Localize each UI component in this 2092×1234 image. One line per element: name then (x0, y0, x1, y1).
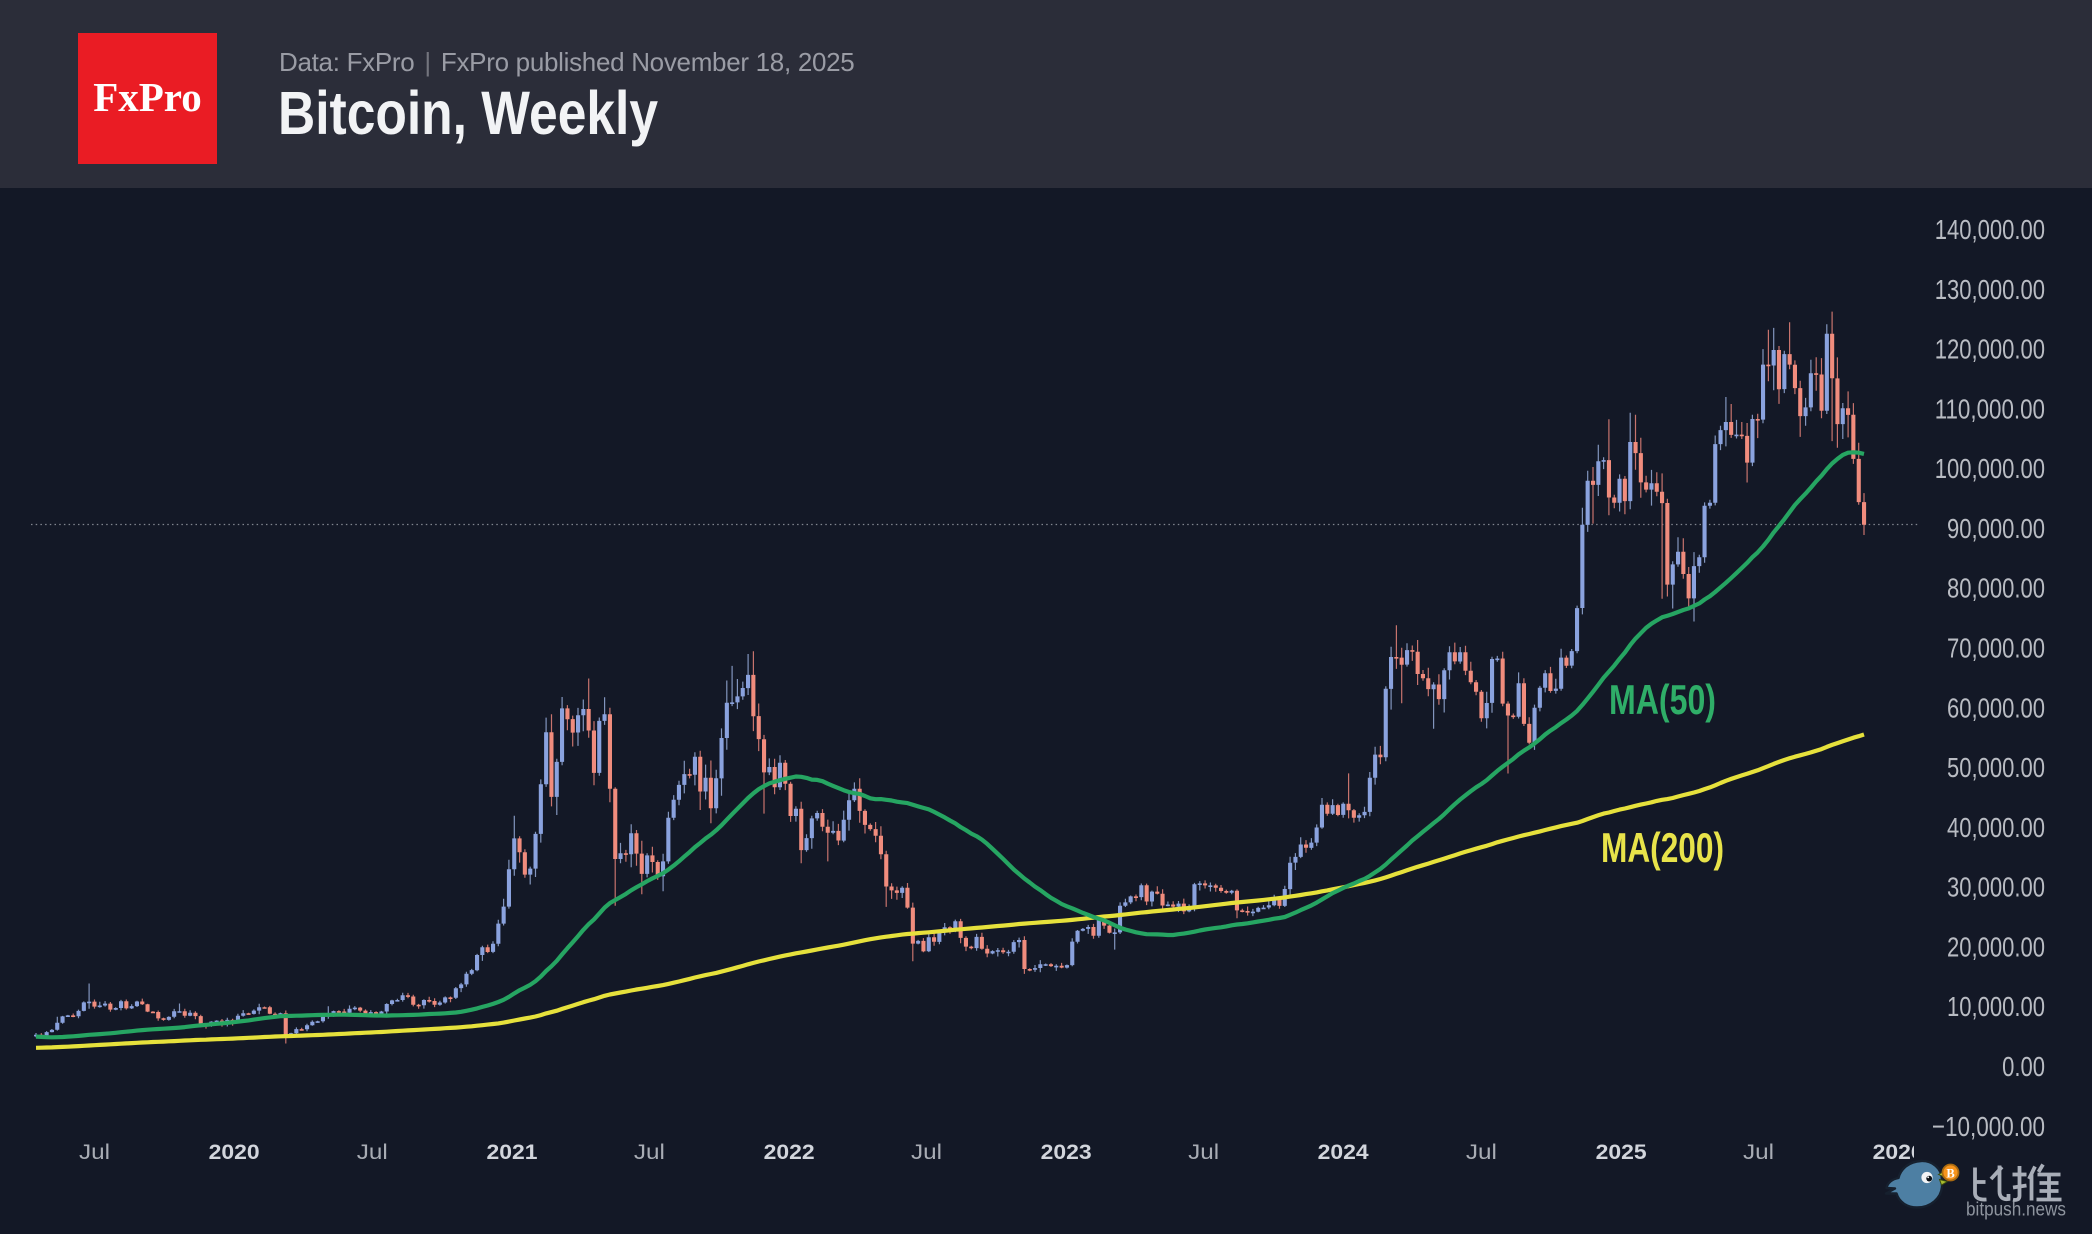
svg-text:MA(200): MA(200) (1601, 824, 1724, 871)
svg-text:10,000.00: 10,000.00 (1947, 991, 2045, 1022)
svg-text:2023: 2023 (1041, 1140, 1092, 1164)
svg-text:Jul: Jul (357, 1140, 388, 1164)
svg-text:40,000.00: 40,000.00 (1947, 812, 2045, 843)
svg-text:MA(50): MA(50) (1609, 676, 1716, 723)
svg-text:2021: 2021 (487, 1140, 538, 1164)
svg-text:Jul: Jul (79, 1140, 110, 1164)
svg-text:−10,000.00: −10,000.00 (1932, 1111, 2045, 1142)
svg-text:2026: 2026 (1873, 1140, 1924, 1164)
svg-text:2022: 2022 (764, 1140, 815, 1164)
svg-text:130,000.00: 130,000.00 (1935, 274, 2045, 305)
svg-text:0.00: 0.00 (2002, 1051, 2045, 1082)
svg-text:2024: 2024 (1318, 1140, 1369, 1164)
svg-text:100,000.00: 100,000.00 (1935, 453, 2045, 484)
svg-text:B: B (1946, 1167, 1954, 1181)
svg-text:80,000.00: 80,000.00 (1947, 573, 2045, 604)
svg-text:20,000.00: 20,000.00 (1947, 931, 2045, 962)
svg-text:2025: 2025 (1596, 1140, 1647, 1164)
svg-text:50,000.00: 50,000.00 (1947, 752, 2045, 783)
svg-text:Jul: Jul (1188, 1140, 1219, 1164)
svg-text:60,000.00: 60,000.00 (1947, 692, 2045, 723)
svg-text:110,000.00: 110,000.00 (1935, 393, 2045, 424)
svg-text:120,000.00: 120,000.00 (1935, 334, 2045, 365)
svg-text:2020: 2020 (209, 1140, 260, 1164)
svg-text:bitpush.news: bitpush.news (1966, 1199, 2066, 1221)
svg-text:140,000.00: 140,000.00 (1935, 214, 2045, 245)
svg-text:70,000.00: 70,000.00 (1947, 633, 2045, 664)
svg-text:90,000.00: 90,000.00 (1947, 513, 2045, 544)
svg-text:Jul: Jul (634, 1140, 665, 1164)
svg-text:Jul: Jul (1743, 1140, 1774, 1164)
svg-text:Jul: Jul (911, 1140, 942, 1164)
svg-text:Jul: Jul (1466, 1140, 1497, 1164)
svg-text:30,000.00: 30,000.00 (1947, 872, 2045, 903)
